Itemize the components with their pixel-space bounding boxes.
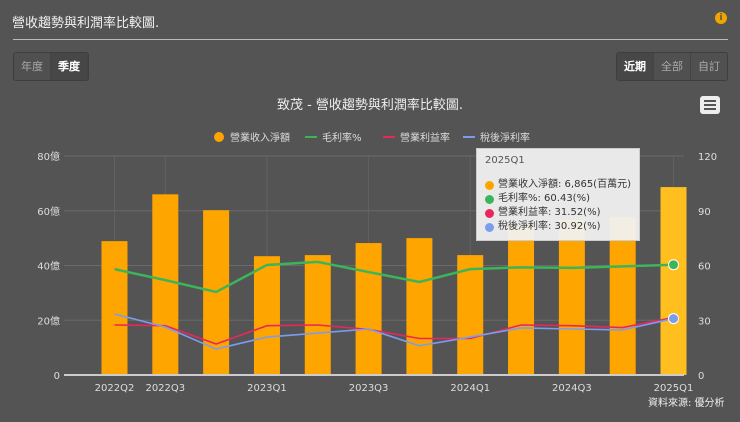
- x-axis-tick: 2022Q2: [95, 383, 135, 394]
- revenue-bar: [253, 256, 280, 375]
- revenue-bar: [660, 187, 687, 375]
- revenue-bar: [304, 255, 331, 375]
- left-axis-tick: 0: [54, 371, 60, 382]
- data-point: [668, 313, 680, 325]
- revenue-bar: [101, 241, 128, 375]
- tooltip-text: 營業收入淨額: 6,865(百萬元): [498, 179, 631, 190]
- dot-icon: [485, 180, 494, 190]
- dot-icon: [485, 222, 494, 232]
- chart-title: 致茂 - 營收趨勢與利潤率比較圖.: [276, 98, 464, 113]
- legend-label: 稅後淨利率: [480, 131, 530, 144]
- right-axis-tick: 90: [698, 207, 711, 218]
- data-point: [668, 259, 680, 271]
- tooltip: 2025Q1 營業收入淨額: 6,865(百萬元) 毛利率%: 60.43(%)…: [476, 148, 640, 241]
- left-axis-tick: 40億: [37, 260, 60, 273]
- tooltip-row: 營業利益率: 31.52(%): [485, 206, 631, 220]
- tooltip-row: 營業收入淨額: 6,865(百萬元): [485, 178, 631, 192]
- legend-dot-icon: [214, 132, 224, 142]
- revenue-bar: [508, 225, 535, 375]
- revenue-bar: [457, 255, 484, 375]
- x-axis-tick: 2023Q3: [349, 383, 389, 394]
- tooltip-text: 營業利益率: 31.52(%): [498, 207, 601, 218]
- series-line: [114, 313, 674, 350]
- tab-quarterly[interactable]: 季度: [51, 53, 88, 80]
- x-axis-tick: 2024Q3: [552, 383, 592, 394]
- range-toggle: 近期 全部 自訂: [616, 52, 728, 81]
- revenue-bar: [406, 238, 433, 375]
- legend-label: 毛利率%: [322, 131, 362, 144]
- tooltip-text: 毛利率%: 60.43(%): [498, 193, 590, 204]
- section-title: 營收趨勢與利潤率比較圖.: [12, 16, 160, 31]
- period-toggle: 年度 季度: [13, 52, 89, 81]
- tab-annual[interactable]: 年度: [14, 53, 51, 80]
- legend-label: 營業利益率: [400, 131, 450, 144]
- dot-icon: [485, 208, 494, 218]
- left-axis-tick: 80億: [37, 150, 60, 163]
- dot-icon: [485, 194, 494, 204]
- x-axis-tick: 2024Q1: [450, 383, 490, 394]
- divider: [13, 39, 728, 40]
- tab-recent[interactable]: 近期: [617, 53, 654, 80]
- info-icon[interactable]: i: [715, 12, 727, 24]
- x-axis-tick: 2022Q3: [145, 383, 185, 394]
- x-axis-tick: 2023Q1: [247, 383, 287, 394]
- right-axis-tick: 30: [698, 316, 711, 327]
- hamburger-menu-icon[interactable]: [700, 96, 720, 114]
- legend-label: 營業收入淨額: [230, 131, 290, 144]
- series-line: [114, 316, 674, 345]
- revenue-bar: [152, 194, 179, 375]
- revenue-bar: [558, 220, 585, 375]
- tooltip-title: 2025Q1: [485, 155, 525, 166]
- left-axis-tick: 20億: [37, 314, 60, 327]
- tooltip-row: 毛利率%: 60.43(%): [485, 192, 631, 206]
- tooltip-row: 稅後淨利率: 30.92(%): [485, 220, 631, 234]
- right-axis-tick: 120: [698, 152, 717, 163]
- right-axis-tick: 0: [698, 371, 704, 382]
- right-axis-tick: 60: [698, 262, 711, 273]
- revenue-bar: [355, 243, 382, 375]
- tab-all[interactable]: 全部: [654, 53, 691, 80]
- left-axis-tick: 60億: [37, 205, 60, 218]
- series-line: [114, 260, 674, 294]
- x-axis-tick: 2025Q1: [654, 383, 694, 394]
- tooltip-text: 稅後淨利率: 30.92(%): [498, 221, 601, 232]
- revenue-bar: [609, 217, 636, 375]
- tab-custom[interactable]: 自訂: [691, 53, 727, 80]
- data-source: 資料來源: 優分析: [648, 398, 725, 409]
